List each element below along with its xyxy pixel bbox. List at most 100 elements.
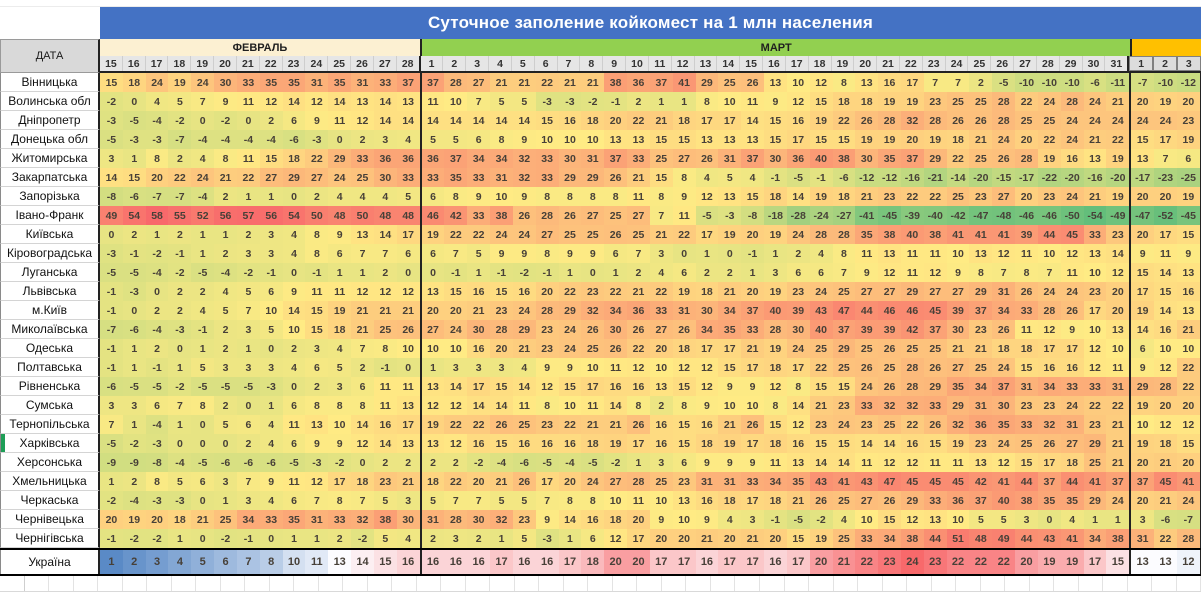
heatmap-cell[interactable]: 7 xyxy=(373,244,397,263)
heatmap-cell[interactable]: 35 xyxy=(786,472,810,491)
heatmap-cell[interactable]: 25 xyxy=(1083,453,1107,472)
heatmap-cell[interactable]: -1 xyxy=(604,92,628,111)
heatmap-cell[interactable]: -5 xyxy=(100,263,123,282)
heatmap-cell[interactable]: 10 xyxy=(718,396,742,415)
heatmap-cell[interactable]: 34 xyxy=(764,472,787,491)
heatmap-cell[interactable]: 20 xyxy=(1131,187,1155,206)
heatmap-cell[interactable]: 34 xyxy=(467,149,491,168)
heatmap-cell[interactable]: 10 xyxy=(282,320,306,339)
heatmap-cell[interactable]: 21 xyxy=(946,339,970,358)
heatmap-cell[interactable]: 28 xyxy=(535,206,559,225)
heatmap-cell[interactable]: 5 xyxy=(421,491,445,510)
heatmap-cell[interactable]: 3 xyxy=(1131,510,1155,529)
heatmap-cell[interactable]: 15 xyxy=(1015,453,1038,472)
heatmap-cell[interactable]: 9 xyxy=(695,453,719,472)
heatmap-cell[interactable]: 21 xyxy=(1106,415,1132,434)
heatmap-cell[interactable]: 26 xyxy=(992,149,1016,168)
heatmap-cell[interactable]: 20 xyxy=(421,301,445,320)
heatmap-cell[interactable]: 20 xyxy=(1176,453,1201,472)
empty-cell[interactable] xyxy=(760,576,785,591)
heatmap-cell[interactable]: 14 xyxy=(467,396,491,415)
heatmap-cell[interactable]: 32 xyxy=(946,415,970,434)
heatmap-cell[interactable]: 12 xyxy=(1106,263,1132,282)
total-heatmap-cell[interactable]: 4 xyxy=(168,550,192,574)
heatmap-cell[interactable]: 9 xyxy=(282,282,306,301)
total-heatmap-cell[interactable]: 3 xyxy=(145,550,169,574)
heatmap-cell[interactable]: 10 xyxy=(558,130,582,149)
heatmap-cell[interactable]: 5 xyxy=(490,491,513,510)
heatmap-cell[interactable]: 13 xyxy=(351,92,374,111)
total-heatmap-cell[interactable]: 22 xyxy=(946,550,970,574)
heatmap-cell[interactable]: 6 xyxy=(672,453,696,472)
heatmap-cell[interactable]: 15 xyxy=(923,434,947,453)
heatmap-cell[interactable]: 43 xyxy=(855,472,879,491)
heatmap-cell[interactable]: 3 xyxy=(259,358,283,377)
heatmap-cell[interactable]: 32 xyxy=(1037,415,1061,434)
heatmap-cell[interactable]: 42 xyxy=(969,472,993,491)
heatmap-cell[interactable]: 15 xyxy=(535,111,559,130)
heatmap-cell[interactable]: 9 xyxy=(512,244,536,263)
heatmap-cell[interactable]: 0 xyxy=(351,453,374,472)
heatmap-cell[interactable]: 31 xyxy=(695,472,719,491)
heatmap-cell[interactable]: 24 xyxy=(992,130,1016,149)
heatmap-cell[interactable]: 2 xyxy=(467,529,491,548)
heatmap-cell[interactable]: 9 xyxy=(741,377,765,396)
heatmap-cell[interactable]: 6 xyxy=(259,282,283,301)
heatmap-cell[interactable]: 11 xyxy=(741,92,765,111)
heatmap-cell[interactable]: 14 xyxy=(878,434,901,453)
heatmap-cell[interactable]: 7 xyxy=(992,263,1016,282)
heatmap-cell[interactable]: 30 xyxy=(764,149,787,168)
heatmap-cell[interactable]: 33 xyxy=(396,168,422,187)
heatmap-cell[interactable]: 3 xyxy=(328,377,352,396)
heatmap-cell[interactable]: 4 xyxy=(328,339,352,358)
heatmap-cell[interactable]: 0 xyxy=(581,263,605,282)
empty-cell[interactable] xyxy=(25,576,50,591)
heatmap-cell[interactable]: 2 xyxy=(191,282,215,301)
heatmap-cell[interactable]: 15 xyxy=(490,377,513,396)
heatmap-cell[interactable]: 4 xyxy=(145,92,169,111)
heatmap-cell[interactable]: 27 xyxy=(305,168,329,187)
heatmap-cell[interactable]: 1 xyxy=(214,225,237,244)
total-heatmap-cell[interactable]: 16 xyxy=(444,550,468,574)
heatmap-cell[interactable]: -5 xyxy=(282,453,306,472)
heatmap-cell[interactable]: 11 xyxy=(604,358,628,377)
heatmap-cell[interactable]: 24 xyxy=(191,168,215,187)
heatmap-cell[interactable]: -4 xyxy=(259,130,283,149)
heatmap-cell[interactable]: -5 xyxy=(236,377,260,396)
heatmap-cell[interactable]: 20 xyxy=(764,529,787,548)
heatmap-cell[interactable]: 8 xyxy=(695,92,719,111)
heatmap-cell[interactable]: 26 xyxy=(946,111,970,130)
heatmap-cell[interactable]: 35 xyxy=(259,73,283,92)
heatmap-cell[interactable]: 16 xyxy=(1037,358,1061,377)
heatmap-cell[interactable]: 22 xyxy=(444,472,468,491)
heatmap-cell[interactable]: 3 xyxy=(236,491,260,510)
heatmap-cell[interactable]: 5 xyxy=(718,168,742,187)
heatmap-cell[interactable]: -6 xyxy=(259,453,283,472)
heatmap-cell[interactable]: 9 xyxy=(946,263,970,282)
heatmap-cell[interactable]: 37 xyxy=(969,491,993,510)
heatmap-cell[interactable]: -2 xyxy=(168,263,192,282)
heatmap-cell[interactable]: 26 xyxy=(809,491,833,510)
heatmap-cell[interactable]: -16 xyxy=(900,168,924,187)
heatmap-cell[interactable]: -20 xyxy=(1060,168,1084,187)
heatmap-cell[interactable]: 3 xyxy=(444,358,468,377)
heatmap-cell[interactable]: 12 xyxy=(305,92,329,111)
heatmap-cell[interactable]: 24 xyxy=(1060,396,1084,415)
heatmap-cell[interactable]: -10 xyxy=(1037,73,1061,92)
heatmap-cell[interactable]: 25 xyxy=(1015,434,1038,453)
heatmap-cell[interactable]: 5 xyxy=(490,92,513,111)
heatmap-cell[interactable]: 30 xyxy=(373,168,397,187)
heatmap-cell[interactable]: -1 xyxy=(764,510,787,529)
heatmap-cell[interactable]: 11 xyxy=(328,282,352,301)
heatmap-cell[interactable]: 25 xyxy=(512,415,536,434)
heatmap-cell[interactable]: -1 xyxy=(259,263,283,282)
heatmap-cell[interactable]: 14 xyxy=(444,111,468,130)
heatmap-cell[interactable]: 8 xyxy=(145,472,169,491)
heatmap-cell[interactable]: 12 xyxy=(695,377,719,396)
total-heatmap-cell[interactable]: 17 xyxy=(490,550,513,574)
heatmap-cell[interactable]: -42 xyxy=(946,206,970,225)
heatmap-cell[interactable]: 1 xyxy=(191,225,215,244)
heatmap-cell[interactable]: 0 xyxy=(236,111,260,130)
heatmap-cell[interactable]: -6 xyxy=(214,453,237,472)
heatmap-cell[interactable]: -52 xyxy=(1154,206,1177,225)
